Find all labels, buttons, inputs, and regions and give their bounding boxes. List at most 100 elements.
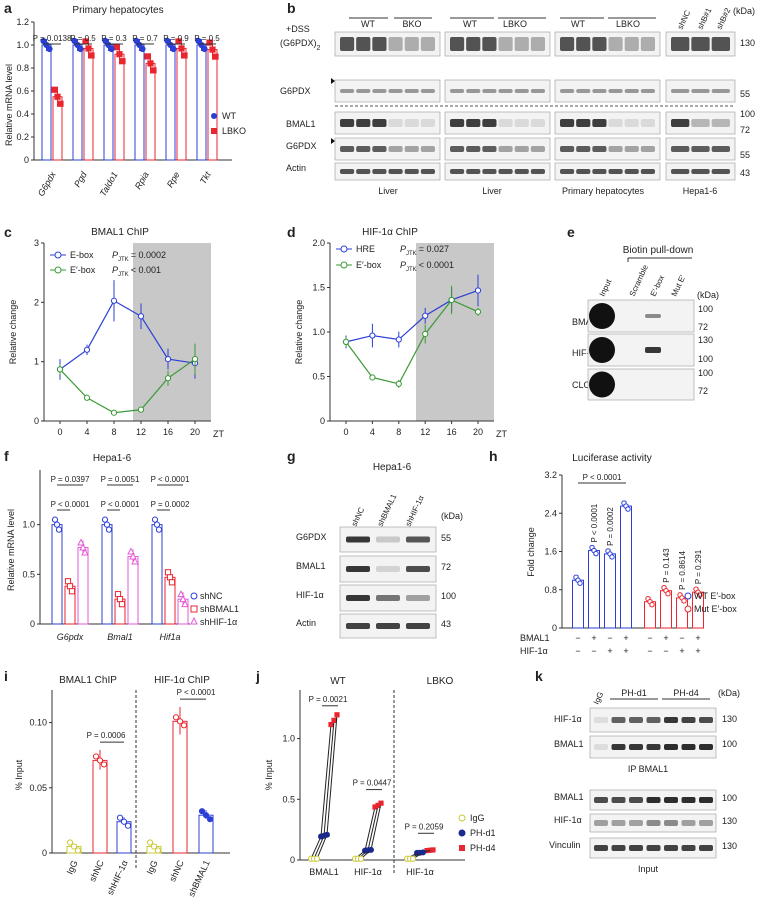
gene-label: G6pdx	[36, 170, 58, 198]
dot	[206, 816, 214, 823]
group1-bko: BKO	[402, 19, 421, 29]
blot-band	[404, 169, 419, 174]
blot-band	[681, 797, 696, 803]
dot-shh	[79, 543, 87, 551]
panel-j-yticks: 0 0.5 1.0	[282, 734, 300, 865]
blot-band	[594, 797, 608, 803]
blot-band	[576, 119, 591, 127]
bmal1-sign: +	[623, 633, 628, 643]
mw-100: 100	[740, 109, 755, 119]
gene-label: Bmal1	[107, 632, 133, 642]
sh-nc: shNC	[676, 9, 693, 31]
blot-strip	[334, 79, 441, 103]
panel-k-letter: k	[535, 668, 543, 684]
panel-f-yticks: 0 0.5 1.0	[22, 520, 40, 629]
blot-band	[388, 37, 403, 51]
dot	[146, 839, 154, 846]
dark-phase-shade	[133, 243, 211, 421]
blot-band	[450, 119, 465, 127]
point-eprime	[448, 296, 455, 304]
blot-band	[498, 119, 513, 127]
gene-label: Rpia	[133, 170, 151, 191]
g-mw-72: 72	[441, 562, 451, 572]
input-band	[589, 371, 615, 398]
blot-band	[450, 37, 465, 51]
series-line-eprime	[345, 299, 479, 385]
point-phd4	[430, 847, 436, 853]
pvalue-top: P = 0.0051	[101, 475, 140, 484]
dimer-label: (G6PDX)2	[280, 38, 321, 52]
blot-band	[404, 89, 419, 93]
blot-band	[340, 89, 355, 93]
ytick-label: 0	[320, 416, 325, 426]
g-row-g6pdx: G6PDX	[296, 532, 327, 542]
xtick-label: 4	[84, 427, 89, 437]
caption-hepa16: Hepa1-6	[683, 186, 718, 196]
pair-line	[313, 835, 325, 859]
g-mw-100: 100	[441, 591, 456, 601]
k-col-phd4: PH-d4	[673, 688, 699, 698]
blot-band	[671, 89, 690, 93]
dot-shb	[164, 569, 172, 576]
pvalue-wt: P < 0.0001	[590, 503, 599, 542]
point-phd4	[334, 712, 340, 718]
legend-eprime-d-label: E′-box	[356, 260, 382, 270]
blot-band	[404, 146, 419, 152]
ytick-label: 1.6	[544, 547, 557, 557]
point-hre	[474, 287, 482, 294]
legend-hre-label: HRE	[356, 244, 375, 254]
blot-band	[514, 169, 529, 174]
blot-band	[611, 845, 626, 851]
point-eprime	[137, 406, 145, 413]
series-line-hre	[345, 289, 479, 343]
caption-liver-1: Liver	[378, 186, 398, 196]
blot-band	[466, 37, 481, 51]
blot-band	[514, 89, 529, 93]
dot	[172, 714, 180, 721]
ytick-label: 0.5	[282, 794, 295, 804]
dot-lbko	[150, 67, 157, 74]
blot-band	[356, 146, 371, 152]
d-pjtk-1: PJTK = 0.027	[400, 244, 449, 257]
g-col-shbmal1: shBMAL1	[376, 492, 399, 528]
blot-band	[340, 119, 355, 127]
dot	[74, 847, 82, 854]
panel-g-title: Hepa1-6	[373, 462, 412, 473]
dot	[609, 554, 615, 560]
blot-band	[681, 820, 696, 826]
panel-f-letter: f	[4, 448, 9, 464]
eprime-band	[645, 314, 661, 318]
ytick-label: 0.2	[16, 132, 29, 142]
blot-band	[629, 797, 643, 803]
blot-strip	[665, 79, 736, 103]
dot-shh	[129, 552, 137, 560]
ytick-label: 3	[34, 238, 39, 248]
dot-shb	[68, 588, 76, 595]
pair-line	[310, 836, 322, 859]
panel-j-pvalues: P = 0.0021 P = 0.0447 P = 0.2059	[309, 695, 444, 834]
point-eprime	[422, 330, 429, 338]
mw-43: 43	[740, 168, 750, 178]
h-bmal1-label: BMAL1	[520, 633, 550, 643]
pvalue-mut: P = 0.8614	[678, 551, 687, 590]
pair-line	[323, 720, 335, 836]
panel-d-yticks: 0 0.5 1.0 1.5 2.0	[312, 238, 330, 426]
dot-shh	[77, 538, 85, 546]
blot-band	[691, 89, 710, 93]
blot-band	[611, 797, 626, 803]
blot-strip	[554, 111, 661, 135]
bar-lbko	[207, 49, 218, 161]
actin-label: Actin	[286, 163, 306, 173]
k-col-igg: IgG	[592, 690, 606, 706]
cat-label: shBMAL1	[186, 859, 212, 899]
legend-igg-marker	[458, 814, 466, 822]
sh-b1: shB#1	[696, 6, 714, 31]
legend-phd4-label: PH-d4	[470, 843, 496, 853]
legend-eprime-label: E′-box	[70, 265, 96, 275]
bmal1-sign: −	[647, 633, 652, 643]
dot	[154, 847, 162, 854]
g-col-shhif: shHIF-1α	[404, 494, 426, 528]
cat-label: IgG	[65, 859, 80, 876]
e-row-clock: CLOCK	[572, 380, 603, 390]
point-eprime	[83, 394, 91, 401]
